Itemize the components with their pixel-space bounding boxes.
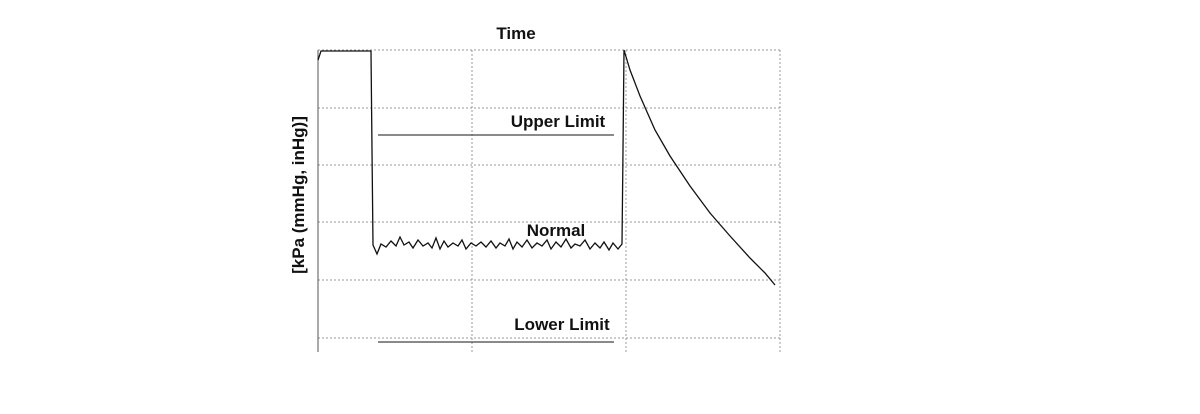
pressure-curve <box>317 49 776 286</box>
upper-limit-label: Upper Limit <box>511 112 606 131</box>
y-axis-label: [kPa (mmHg, inHg)] <box>289 116 308 274</box>
grid <box>318 49 781 352</box>
normal-label: Normal <box>527 221 586 240</box>
title: Time <box>496 24 535 43</box>
lower-limit-label: Lower Limit <box>514 315 610 334</box>
